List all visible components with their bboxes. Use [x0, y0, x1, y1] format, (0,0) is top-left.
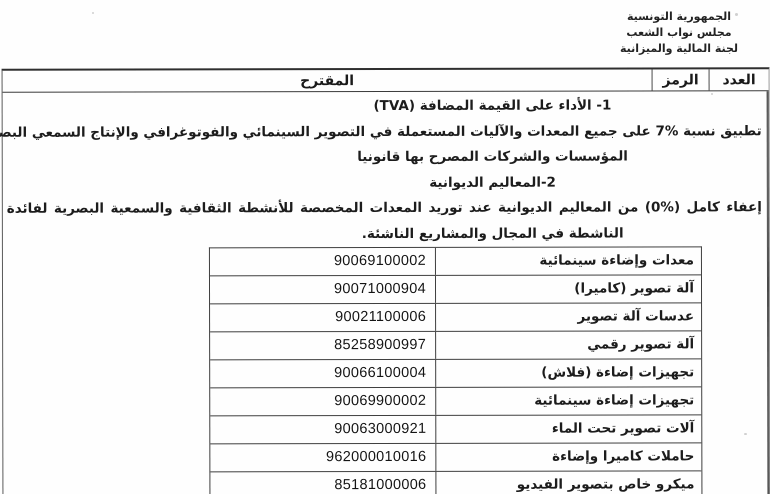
equipment-name: ميكرو خاص بتصوير الفيديو: [435, 471, 702, 494]
scan-speck: [711, 93, 713, 95]
section-2-text-line-2: الناشطة في المجال والمشاريع الناشئة.: [361, 225, 624, 242]
equipment-row: آلات تصوير تحت الماء 90063000921: [210, 415, 702, 445]
equipment-table: معدات وإضاءة سينمائية 90069100002 آلة تص…: [208, 246, 703, 494]
scan-speck: [735, 13, 738, 16]
equipment-row: ميكرو خاص بتصوير الفيديو 85181000006: [210, 471, 702, 494]
section-1-text-line-1: تطبيق نسبة %7 على جميع المعدات والآليات …: [0, 122, 762, 141]
equipment-name: تجهيزات إضاءة سينمائية: [435, 387, 702, 415]
letterhead-republic: الجمهورية التونسية: [626, 10, 732, 23]
section-1-title: 1- الأداء على القيمة المضافة (TVA): [373, 97, 612, 115]
equipment-name: آلة تصوير (كاميرا): [434, 275, 702, 303]
scan-speck: [700, 470, 702, 472]
equipment-row: معدات وإضاءة سينمائية 90069100002: [209, 247, 701, 277]
scan-speck: [92, 12, 94, 14]
equipment-tariff-code: 90069100002: [333, 252, 426, 270]
table-header-row: العدد الرمز المقترح: [2, 69, 769, 93]
equipment-row: آلة تصوير (كاميرا) 90071000904: [209, 275, 702, 305]
scan-speck: [628, 257, 630, 259]
equipment-name: حاملات كاميرا وإضاءة: [435, 443, 702, 471]
equipment-tariff-code: 90063000921: [334, 420, 427, 438]
header-code: الرمز: [651, 69, 709, 91]
equipment-tariff-code: 962000010016: [325, 448, 427, 466]
equipment-name: آلات تصوير تحت الماء: [435, 415, 702, 443]
letterhead-assembly: مجلس نواب الشعب: [626, 26, 732, 39]
equipment-tariff-code: 90021100006: [335, 308, 427, 326]
equipment-tariff-code: 90069900002: [334, 392, 427, 410]
equipment-tariff-code: 85258900997: [334, 336, 427, 354]
equipment-row: آلة تصوير رقمي 85258900997: [210, 331, 702, 361]
equipment-row: عدسات آلة تصوير 90021100006: [210, 303, 702, 333]
equipment-row: تجهيزات إضاءة سينمائية 90069900002: [210, 387, 702, 417]
proposal-cell: 1- الأداء على القيمة المضافة (TVA) تطبيق…: [0, 91, 767, 494]
equipment-name: تجهيزات إضاءة (فلاش): [435, 359, 702, 387]
section-1-text-line-2: المؤسسات والشركات المصرح بها قانونيا: [357, 148, 628, 166]
section-2-title: 2-المعاليم الديوانية: [429, 174, 556, 191]
equipment-name: معدات وإضاءة سينمائية: [434, 247, 701, 275]
equipment-tariff-code: 90066100004: [334, 364, 427, 382]
proposals-table: العدد الرمز المقترح 1- الأداء على القيمة…: [0, 67, 770, 494]
equipment-name: آلة تصوير رقمي: [435, 331, 702, 359]
section-2-text-line-1: إعفاء كامل (%0) من المعاليم الديوانية عن…: [0, 199, 762, 217]
header-proposal: المقترح: [300, 72, 355, 89]
scan-speck: [744, 433, 747, 435]
header-number: العدد: [708, 69, 769, 91]
equipment-row: حاملات كاميرا وإضاءة 962000010016: [210, 443, 702, 473]
equipment-tariff-code: 85181000006: [334, 476, 427, 494]
letterhead: الجمهورية التونسية مجلس نواب الشعب لجنة …: [604, 9, 754, 57]
equipment-tariff-code: 90071000904: [333, 280, 427, 298]
equipment-name: عدسات آلة تصوير: [435, 303, 702, 331]
table-body-row: 1- الأداء على القيمة المضافة (TVA) تطبيق…: [0, 91, 770, 494]
letterhead-committee: لجنة المالية والميزانية: [619, 42, 739, 55]
equipment-row: تجهيزات إضاءة (فلاش) 90066100004: [210, 359, 702, 389]
